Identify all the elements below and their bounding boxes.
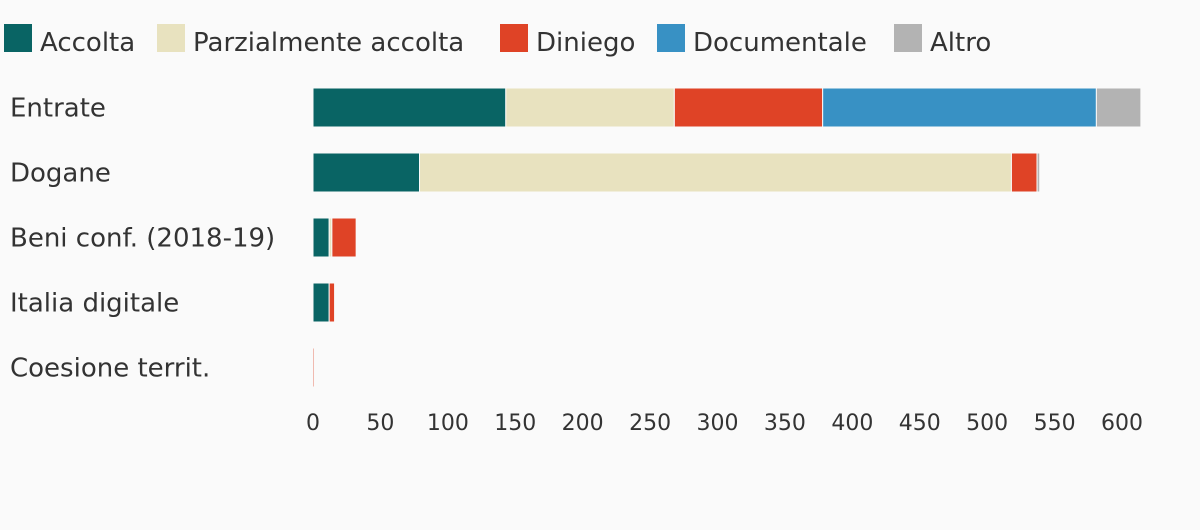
bar-1-0 xyxy=(312,152,421,193)
x-tick-label-5: 250 xyxy=(629,411,671,436)
bar-1-4 xyxy=(1036,152,1041,193)
x-tick-label-10: 500 xyxy=(966,411,1008,436)
x-tick-label-7: 350 xyxy=(764,411,806,436)
x-tick-label-1: 50 xyxy=(366,411,394,436)
x-tick-label-6: 300 xyxy=(697,411,739,436)
bar-2-0 xyxy=(312,217,330,258)
bar-0-4 xyxy=(1095,87,1142,128)
legend-label-4: Altro xyxy=(930,28,991,58)
bar-0-2 xyxy=(673,87,824,128)
x-tick-label-2: 100 xyxy=(427,411,469,436)
bar-1-1 xyxy=(419,152,1012,193)
bars xyxy=(312,87,1142,388)
legend-label-0: Accolta xyxy=(40,28,135,58)
legend-swatch-0 xyxy=(4,24,32,52)
legend-swatch-3 xyxy=(657,24,685,52)
category-label-1: Dogane xyxy=(10,159,111,189)
x-tick-label-8: 400 xyxy=(831,411,873,436)
category-label-0: Entrate xyxy=(10,94,106,124)
bar-4-2 xyxy=(312,347,315,388)
category-label-2: Beni conf. (2018-19) xyxy=(10,224,275,254)
x-axis-ticks: 0 50 100 150 200 250 300 350 400 450 500 550 600 xyxy=(306,411,1143,436)
bar-0-1 xyxy=(505,87,675,128)
bar-2-2 xyxy=(331,217,357,258)
legend-swatch-4 xyxy=(894,24,922,52)
legend-label-1: Parzialmente accolta xyxy=(193,28,464,58)
x-tick-label-9: 450 xyxy=(899,411,941,436)
legend: Accolta Parzialmente accolta Diniego Docume… xyxy=(4,24,991,58)
x-tick-label-0: 0 xyxy=(306,411,320,436)
legend-label-3: Documentale xyxy=(693,28,867,58)
x-tick-label-3: 150 xyxy=(494,411,536,436)
bar-1-2 xyxy=(1010,152,1038,193)
bar-0-0 xyxy=(312,87,507,128)
bar-3-2 xyxy=(328,282,336,323)
category-labels: Entrate Dogane Beni conf. (2018-19) Italia … xyxy=(10,94,275,384)
legend-swatch-2 xyxy=(500,24,528,52)
x-tick-label-11: 550 xyxy=(1034,411,1076,436)
x-tick-label-12: 600 xyxy=(1101,411,1143,436)
x-tick-label-4: 200 xyxy=(562,411,604,436)
legend-label-2: Diniego xyxy=(536,28,635,58)
legend-swatch-1 xyxy=(157,24,185,52)
bar-3-0 xyxy=(312,282,330,323)
category-label-4: Coesione territ. xyxy=(10,354,210,384)
bar-0-3 xyxy=(822,87,1097,128)
category-label-3: Italia digitale xyxy=(10,289,179,319)
